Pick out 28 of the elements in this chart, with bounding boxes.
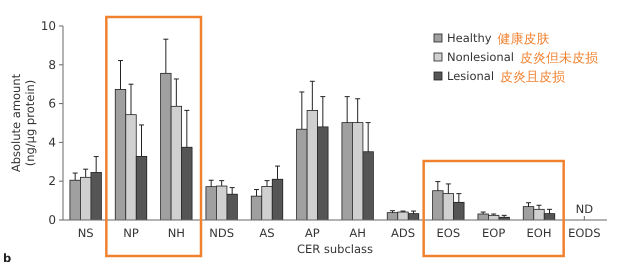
x-tick-label: NP <box>123 226 139 240</box>
text: b <box>3 251 12 265</box>
x-tick-label: AS <box>259 226 275 240</box>
x-tick-label: NS <box>78 226 94 240</box>
annotation: 健康皮肤 <box>498 32 550 47</box>
x-tick-label: EOP <box>482 226 506 240</box>
y-tick-label: 4 <box>48 135 56 150</box>
x-tick-label: AP <box>304 226 320 240</box>
y-tick-label: 10 <box>40 19 56 33</box>
x-tick-label: NH <box>168 226 185 240</box>
legend-label: Lesional <box>447 69 494 83</box>
x-tick-label: EOH <box>526 226 552 240</box>
x-tick-label: NDS <box>209 226 234 240</box>
x-axis-title: CER subclass <box>296 242 374 256</box>
y-tick-label: 6 <box>48 96 56 111</box>
x-tick-label: EOS <box>436 226 460 240</box>
legend-label: Healthy <box>447 31 492 45</box>
annotation: ND <box>576 202 594 216</box>
annotation: 皮炎但未皮损 <box>520 51 598 66</box>
y-tick-label: 8 <box>48 58 56 72</box>
y-tick-label: 0 <box>48 213 56 227</box>
annotation: 皮炎且皮损 <box>500 70 566 85</box>
y-tick-label: 2 <box>48 174 56 188</box>
x-tick-label: EODS <box>568 226 601 240</box>
legend-label: Nonlesional <box>447 50 514 64</box>
x-tick-label: AH <box>349 226 366 240</box>
y-axis-title: Absolute amount (ng/µg protein) <box>9 73 37 172</box>
x-tick-label: ADS <box>390 226 416 240</box>
